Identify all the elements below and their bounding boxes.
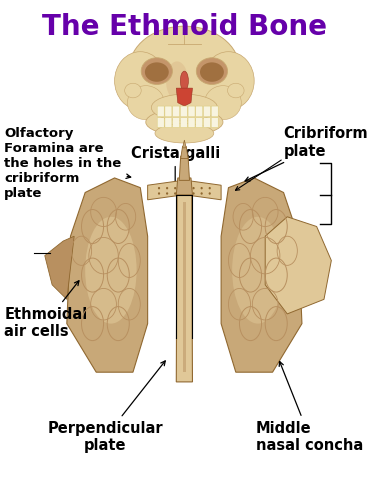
FancyBboxPatch shape: [204, 118, 211, 128]
Ellipse shape: [228, 83, 244, 98]
Text: Ethmoidal
air cells: Ethmoidal air cells: [4, 281, 88, 339]
FancyBboxPatch shape: [157, 118, 164, 128]
Polygon shape: [265, 217, 331, 314]
Ellipse shape: [158, 192, 160, 195]
Text: The Ethmoid Bone: The Ethmoid Bone: [42, 13, 327, 41]
Text: Crista galli: Crista galli: [131, 146, 220, 188]
Text: Cribriform
plate: Cribriform plate: [245, 126, 368, 181]
Polygon shape: [176, 178, 192, 195]
Polygon shape: [67, 178, 147, 372]
Ellipse shape: [137, 54, 231, 117]
Text: Perpendicular
plate: Perpendicular plate: [48, 361, 165, 453]
FancyBboxPatch shape: [180, 106, 187, 117]
Ellipse shape: [204, 86, 241, 120]
Ellipse shape: [203, 52, 254, 110]
FancyBboxPatch shape: [165, 118, 172, 128]
FancyBboxPatch shape: [196, 106, 203, 117]
FancyBboxPatch shape: [211, 118, 218, 128]
Ellipse shape: [129, 26, 239, 111]
Ellipse shape: [115, 52, 166, 110]
Ellipse shape: [180, 71, 188, 91]
Ellipse shape: [166, 187, 168, 189]
FancyBboxPatch shape: [172, 106, 179, 117]
Ellipse shape: [146, 109, 223, 135]
Ellipse shape: [155, 124, 214, 143]
FancyBboxPatch shape: [211, 106, 218, 117]
Ellipse shape: [201, 192, 203, 195]
Ellipse shape: [232, 217, 284, 324]
Ellipse shape: [209, 187, 211, 189]
Ellipse shape: [201, 187, 203, 189]
FancyBboxPatch shape: [188, 106, 195, 117]
Polygon shape: [179, 156, 189, 180]
Text: Olfactory
Foramina are
the holes in the
cribriform
plate: Olfactory Foramina are the holes in the …: [4, 127, 131, 200]
Ellipse shape: [192, 192, 195, 195]
Ellipse shape: [85, 217, 137, 324]
FancyBboxPatch shape: [188, 118, 195, 128]
Ellipse shape: [209, 192, 211, 195]
Ellipse shape: [141, 58, 172, 84]
Polygon shape: [176, 195, 192, 382]
Polygon shape: [186, 180, 221, 200]
FancyBboxPatch shape: [165, 106, 172, 117]
Polygon shape: [182, 202, 186, 372]
FancyBboxPatch shape: [196, 118, 203, 128]
Ellipse shape: [158, 187, 160, 189]
Ellipse shape: [174, 192, 176, 195]
Polygon shape: [147, 180, 182, 200]
Text: Middle
nasal concha: Middle nasal concha: [256, 361, 363, 453]
Ellipse shape: [151, 94, 218, 121]
Ellipse shape: [166, 192, 168, 195]
Polygon shape: [182, 140, 186, 148]
FancyBboxPatch shape: [180, 118, 187, 128]
Polygon shape: [176, 88, 192, 106]
FancyBboxPatch shape: [172, 118, 179, 128]
Ellipse shape: [174, 187, 176, 189]
FancyBboxPatch shape: [157, 106, 164, 117]
Polygon shape: [221, 178, 302, 372]
Ellipse shape: [145, 62, 169, 82]
Polygon shape: [181, 147, 188, 158]
FancyBboxPatch shape: [204, 106, 211, 117]
Ellipse shape: [192, 187, 195, 189]
Ellipse shape: [127, 86, 164, 120]
Ellipse shape: [196, 58, 228, 84]
Polygon shape: [295, 236, 324, 300]
Polygon shape: [45, 236, 74, 300]
Ellipse shape: [166, 61, 188, 100]
Ellipse shape: [200, 62, 224, 82]
Ellipse shape: [125, 83, 141, 98]
